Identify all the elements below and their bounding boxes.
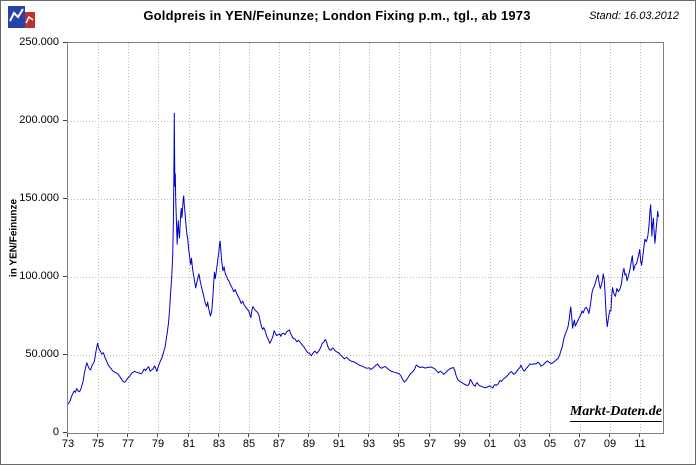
- x-tick-label: 83: [212, 438, 226, 450]
- x-tick-label: 87: [272, 438, 286, 450]
- watermark: Markt-Daten.de: [569, 404, 662, 422]
- y-tick-label: 250.000: [19, 36, 59, 48]
- x-tick-label: 73: [61, 438, 75, 450]
- gridlines: [68, 43, 663, 433]
- x-tick-label: 85: [242, 438, 256, 450]
- x-tick-label: 89: [302, 438, 316, 450]
- logo-graphic: [8, 6, 35, 28]
- gold-price-series-line: [67, 112, 660, 405]
- y-tick-label: 50.000: [25, 348, 59, 360]
- x-tick-label: 01: [483, 438, 497, 450]
- price-line-chart: [67, 43, 663, 433]
- x-tick-label: 79: [151, 438, 165, 450]
- x-tick-label: 05: [543, 438, 557, 450]
- x-tick-label: 03: [513, 438, 527, 450]
- date-stamp: Stand: 16.03.2012: [589, 10, 679, 22]
- y-axis-title: in YEN/Feinunze: [8, 198, 20, 278]
- x-tick-label: 95: [392, 438, 406, 450]
- x-tick-label: 97: [423, 438, 437, 450]
- x-tick-label: 11: [634, 438, 646, 450]
- x-tick-label: 99: [453, 438, 467, 450]
- x-tick-label: 09: [603, 438, 617, 450]
- x-tick-label: 77: [121, 438, 135, 450]
- x-tick-label: 93: [362, 438, 376, 450]
- x-tick-label: 81: [182, 438, 196, 450]
- x-tick-label: 07: [573, 438, 587, 450]
- y-tick-label: 200.000: [19, 114, 59, 126]
- chart-title: Goldpreis in YEN/Feinunze; London Fixing…: [143, 8, 531, 23]
- markt-daten-logo-icon: [8, 6, 35, 28]
- plot-area: [67, 42, 664, 434]
- x-tick-label: 91: [332, 438, 346, 450]
- y-tick-label: 0: [52, 426, 59, 438]
- x-tick-label: 75: [91, 438, 105, 450]
